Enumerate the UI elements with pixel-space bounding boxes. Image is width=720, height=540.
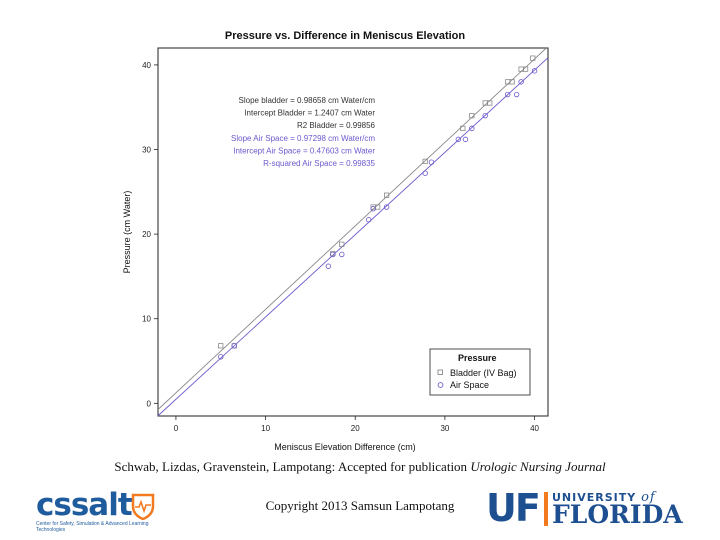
point-bladder-13 bbox=[509, 79, 515, 85]
point-bladder-8 bbox=[460, 125, 466, 131]
point-air-space-2 bbox=[325, 263, 332, 269]
legend-title: Pressure bbox=[458, 353, 497, 363]
legend-bladder-label: Bladder (IV Bag) bbox=[450, 368, 517, 378]
point-bladder-15 bbox=[522, 66, 529, 72]
legend-air-marker bbox=[437, 382, 444, 388]
point-bladder-7 bbox=[422, 158, 428, 164]
fit-annotations: Slope bladder = 0.98658 cm Water/cm Inter… bbox=[231, 96, 376, 168]
point-air-space-11 bbox=[462, 136, 469, 143]
point-air-space-1 bbox=[231, 343, 237, 349]
uf-florida-text: FLORIDA bbox=[552, 500, 683, 529]
heartbeat-shield-icon bbox=[131, 493, 155, 520]
point-air-space-15 bbox=[513, 91, 520, 98]
x-axis-label: Meniscus Elevation Difference (cm) bbox=[274, 442, 415, 452]
annotation-5: R-squared Air Space = 0.99835 bbox=[263, 159, 375, 168]
y-tick-label-10: 10 bbox=[142, 315, 151, 324]
cssalt-tagline: Center for Safety, Simulation & Advanced… bbox=[36, 521, 149, 533]
point-bladder-6 bbox=[384, 192, 390, 198]
point-bladder-14 bbox=[518, 66, 524, 72]
y-axis-label: Pressure (cm Water) bbox=[122, 191, 132, 274]
point-air-space-0 bbox=[218, 354, 224, 360]
annotation-2: R2 Bladder = 0.99856 bbox=[297, 121, 376, 130]
uf-of-word: of bbox=[641, 490, 656, 505]
cssalt-wordmark: cssalt bbox=[36, 487, 133, 523]
x-tick-label-0: 0 bbox=[174, 424, 179, 433]
point-air-space-5 bbox=[365, 217, 372, 223]
x-tick-label-40: 40 bbox=[530, 424, 539, 433]
copyright-notice: Copyright 2013 Samsun Lampotang bbox=[265, 498, 455, 513]
point-air-space-9 bbox=[428, 159, 435, 165]
point-bladder-11 bbox=[487, 100, 493, 106]
point-air-space-14 bbox=[504, 91, 511, 98]
point-air-space-3 bbox=[330, 251, 336, 258]
point-bladder-12 bbox=[505, 79, 511, 85]
point-air-space-12 bbox=[469, 125, 475, 132]
uf-divider bbox=[544, 492, 548, 526]
y-axis: 0 10 20 30 40 bbox=[142, 61, 158, 408]
point-bladder-16 bbox=[530, 55, 536, 61]
x-tick-label-20: 20 bbox=[351, 424, 360, 433]
uf-university-word: UNIVERSITY bbox=[552, 491, 637, 504]
citation-journal: Urologic Nursing Journal bbox=[470, 459, 606, 474]
legend: Pressure Bladder (IV Bag) Air Space bbox=[429, 348, 531, 396]
point-air-space-6 bbox=[370, 206, 376, 212]
data-points bbox=[218, 55, 538, 360]
y-tick-label-20: 20 bbox=[142, 230, 151, 239]
point-air-space-13 bbox=[482, 112, 488, 119]
y-tick-label-0: 0 bbox=[147, 399, 152, 408]
fit-line-bladder bbox=[157, 47, 547, 410]
annotation-3: Slope Air Space = 0.97298 cm Water/cm bbox=[231, 134, 375, 143]
point-bladder-3 bbox=[339, 241, 345, 247]
point-air-space-16 bbox=[518, 79, 524, 85]
annotation-0: Slope bladder = 0.98658 cm Water/cm bbox=[239, 96, 376, 105]
legend-box bbox=[429, 348, 531, 396]
point-air-space-17 bbox=[531, 68, 538, 74]
citation-caption: Schwab, Lizdas, Gravenstein, Lampotang: … bbox=[0, 459, 720, 475]
annotation-1: Intercept Bladder = 1.2407 cm Water bbox=[244, 109, 375, 118]
uf-university-text: UNIVERSITY of bbox=[552, 490, 656, 505]
point-bladder-0 bbox=[218, 343, 224, 349]
chart: Pressure vs. Difference in Meniscus Elev… bbox=[122, 30, 549, 452]
uf-logo: UF UNIVERSITY of FLORIDA bbox=[486, 488, 686, 532]
x-tick-label-30: 30 bbox=[440, 424, 449, 433]
citation-authors: Schwab, Lizdas, Gravenstein, Lampotang: … bbox=[114, 459, 471, 474]
point-bladder-5 bbox=[375, 204, 381, 210]
y-tick-label-30: 30 bbox=[142, 146, 151, 155]
annotation-4: Intercept Air Space = 0.47603 cm Water bbox=[233, 146, 375, 155]
legend-bladder-marker bbox=[437, 369, 443, 375]
point-air-space-10 bbox=[455, 136, 462, 143]
point-air-space-7 bbox=[383, 204, 390, 210]
plot-frame bbox=[157, 47, 549, 417]
legend-air-label: Air Space bbox=[450, 380, 489, 390]
x-axis: 0 10 20 30 40 bbox=[174, 416, 540, 433]
uf-monogram: UF bbox=[486, 486, 541, 530]
y-tick-label-40: 40 bbox=[142, 61, 151, 70]
chart-title: Pressure vs. Difference in Meniscus Elev… bbox=[225, 30, 466, 42]
point-bladder-9 bbox=[469, 113, 475, 119]
point-air-space-8 bbox=[422, 170, 428, 176]
point-air-space-4 bbox=[339, 251, 345, 258]
x-tick-label-10: 10 bbox=[261, 424, 270, 433]
cssalt-logo: cssalt Center for Safety, Simulation & A… bbox=[32, 488, 162, 536]
